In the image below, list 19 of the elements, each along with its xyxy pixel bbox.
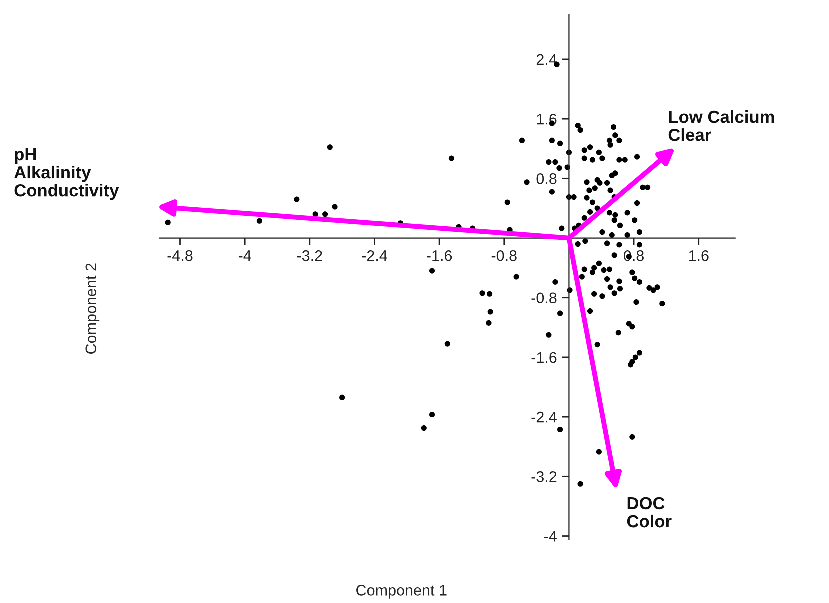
y-tick-label: 0.8 [536,174,557,184]
y-tick-label: -0.8 [532,292,557,304]
x-tick-label: -4.8 [168,250,193,262]
y-tick-label: 2.4 [536,54,557,66]
y-tick-label: -2.4 [532,412,557,423]
text: pH Alkalinity Conductivity [14,148,120,200]
y-tick-label: -1.6 [532,352,557,364]
annotation: Low Calcium Clear [668,110,774,142]
x-tick-label: -0.8 [492,250,517,262]
x-tick-label: -1.6 [427,250,452,262]
y-axis-title: Component 2 [86,264,100,354]
x-tick-label: -4 [238,250,252,262]
x-tick-label: 1.6 [689,250,709,262]
x-tick-label: -3.2 [297,250,322,262]
x-tick-label: -2.4 [362,250,388,262]
y-tick-label: -4 [544,531,557,542]
annotation: DOC Color [627,497,672,528]
x-axis-title: Component 1 [356,585,447,599]
y-tick-label: -3.2 [532,472,557,482]
